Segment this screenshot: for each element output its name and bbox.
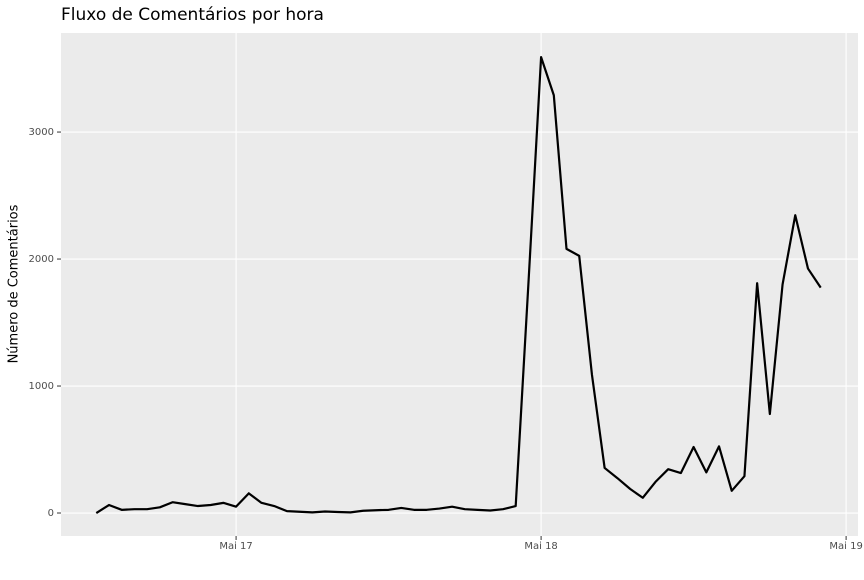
x-tick-label: Mai 18 (524, 541, 557, 552)
x-tick-label: Mai 19 (829, 541, 862, 552)
y-tick-label: 2000 (29, 254, 54, 265)
x-tick-label: Mai 17 (219, 541, 252, 552)
y-tick-label: 3000 (29, 127, 54, 138)
y-tick-label: 0 (48, 508, 54, 519)
panel (61, 33, 858, 536)
y-axis-label: Número de Comentários (7, 204, 22, 363)
chart-title: Fluxo de Comentários por hora (61, 5, 324, 25)
data-line (95, 56, 822, 514)
y-tick-label: 1000 (29, 381, 54, 392)
